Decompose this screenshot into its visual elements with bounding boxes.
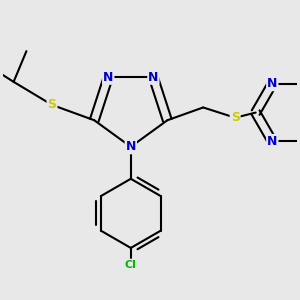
Text: Cl: Cl: [125, 260, 137, 270]
Text: N: N: [267, 135, 278, 148]
Text: N: N: [148, 71, 159, 84]
Text: S: S: [231, 111, 240, 124]
Text: S: S: [47, 98, 56, 111]
Text: N: N: [103, 71, 113, 84]
Text: N: N: [267, 77, 278, 90]
Text: N: N: [126, 140, 136, 153]
